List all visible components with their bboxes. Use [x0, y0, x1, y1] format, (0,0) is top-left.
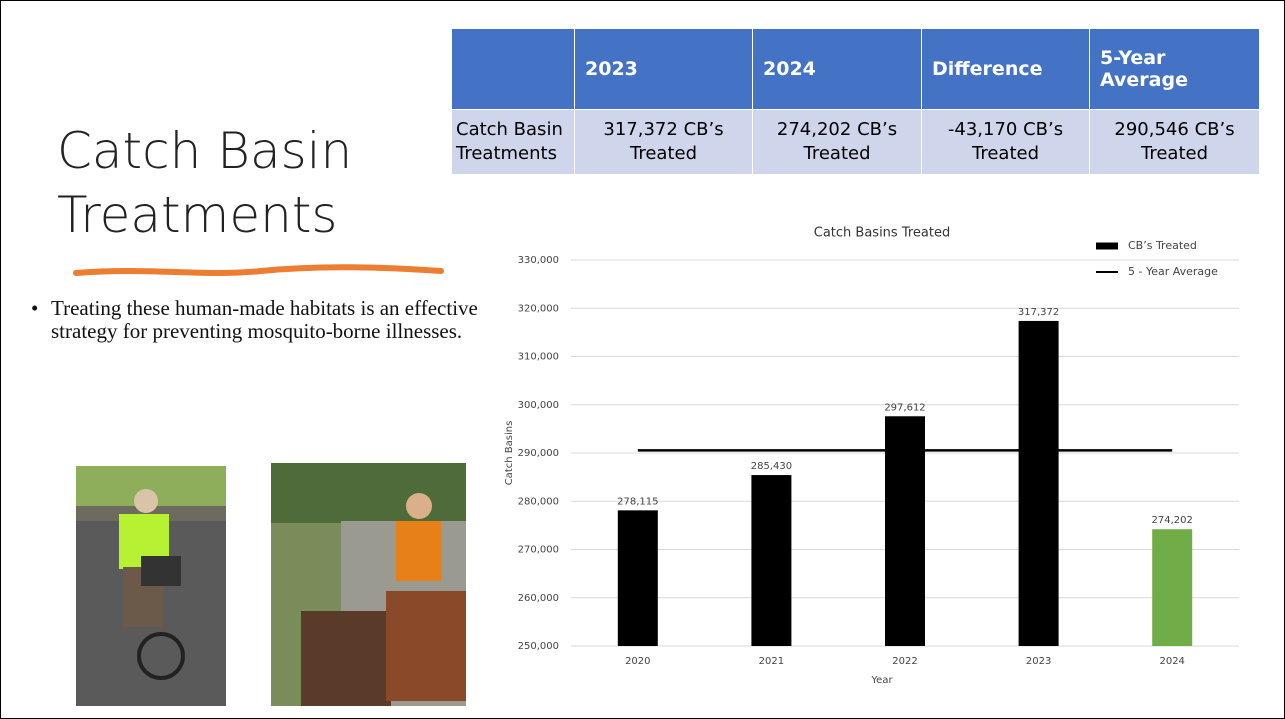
value-label: 278,115 [617, 496, 658, 507]
value-label: 285,430 [751, 461, 792, 472]
cell: 274,202 CB’s Treated [752, 109, 922, 174]
y-tick-label: 320,000 [518, 303, 559, 314]
x-tick-label: 2021 [759, 656, 784, 667]
legend-swatch [1096, 242, 1118, 250]
y-tick-label: 310,000 [518, 352, 559, 363]
bar [1018, 320, 1059, 646]
y-tick-label: 270,000 [518, 545, 559, 556]
x-tick-label: 2022 [892, 656, 917, 667]
x-tick-label: 2020 [625, 656, 650, 667]
bar [617, 510, 658, 646]
bar [751, 475, 792, 646]
y-tick-label: 260,000 [518, 593, 559, 604]
x-tick-label: 2023 [1026, 656, 1051, 667]
value-label: 297,612 [884, 402, 925, 413]
y-tick-label: 290,000 [518, 448, 559, 459]
header-cell [452, 29, 575, 110]
header-cell: Difference [921, 29, 1090, 110]
summary-table: 2023 2024 Difference 5-Year Average Catc… [452, 29, 1260, 174]
bar [885, 416, 925, 646]
bullet: Treating these human-made habitats is an… [31, 297, 501, 343]
cell: 290,546 CB’s Treated [1089, 109, 1260, 174]
legend-label: CB’s Treated [1128, 239, 1197, 252]
y-tick-label: 300,000 [518, 400, 559, 411]
cell: -43,170 CB’s Treated [921, 109, 1090, 174]
chart-title: Catch Basins Treated [814, 226, 950, 241]
value-label: 317,372 [1018, 307, 1059, 318]
legend-label: 5 - Year Average [1128, 265, 1218, 278]
y-tick-label: 280,000 [518, 496, 559, 507]
photo-cyclist [76, 466, 226, 706]
y-axis-label: Catch Basins [504, 421, 515, 486]
bar [1152, 529, 1193, 646]
header-cell: 5-Year Average [1089, 29, 1260, 110]
photo-worker [271, 463, 466, 706]
slide-title: Catch Basin Treatments [57, 122, 353, 244]
y-tick-label: 330,000 [518, 255, 559, 266]
header-cell: 2023 [574, 29, 753, 110]
cell: 317,372 CB’s Treated [574, 109, 753, 174]
underline [73, 264, 444, 276]
row-label: Catch Basin Treatments [452, 109, 575, 174]
header-cell: 2024 [752, 29, 922, 110]
x-axis-label: Year [870, 675, 893, 686]
x-tick-label: 2024 [1159, 656, 1184, 667]
value-label: 274,202 [1152, 515, 1193, 526]
y-tick-label: 250,000 [518, 641, 559, 652]
